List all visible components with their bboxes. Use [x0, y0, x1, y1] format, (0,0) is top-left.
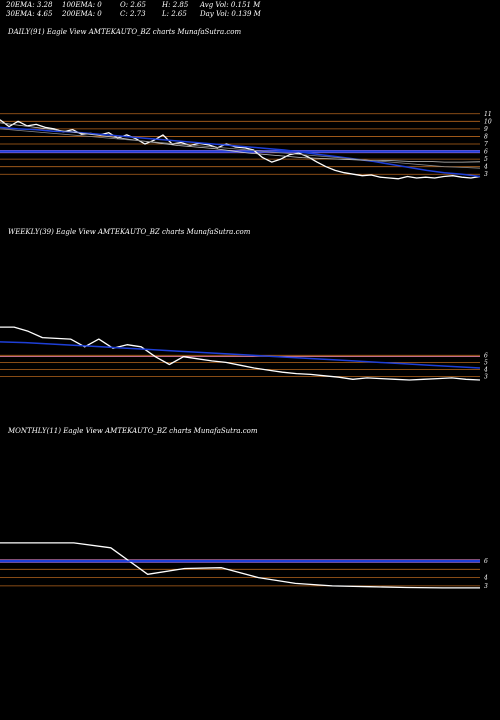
- ema100-readout: 100EMA: 0: [62, 1, 102, 9]
- weekly-ema-series-1: [0, 341, 481, 369]
- avg-vol-readout: Avg Vol: 0.151 M: [200, 1, 261, 9]
- daily-ytick-label: 4: [483, 164, 488, 171]
- monthly-ytick-label: 4: [483, 575, 488, 582]
- daily-ema-series-3: [0, 128, 481, 169]
- weekly-panel-title: WEEKLY(39) Eagle View AMTEKAUTO_BZ chart…: [8, 228, 251, 236]
- daily-ytick-label: 10: [484, 118, 492, 125]
- daily-ytick-label: 5: [484, 156, 488, 163]
- low-readout: L: 2.65: [162, 10, 187, 18]
- daily-ytick-label: 7: [484, 141, 488, 148]
- monthly-price-series-0: [0, 542, 480, 589]
- monthly-ytick-label: 6: [484, 558, 488, 565]
- weekly-ytick-label: 4: [483, 366, 488, 373]
- high-readout: H: 2.85: [162, 1, 189, 9]
- daily-ytick-label: 8: [484, 133, 488, 140]
- daily-ema-series-2: [0, 122, 481, 163]
- close-readout: C: 2.73: [120, 10, 146, 18]
- ema30-readout: 30EMA: 4.65: [6, 10, 53, 18]
- daily-ytick-label: 6: [484, 149, 488, 156]
- open-readout: O: 2.65: [120, 1, 146, 9]
- monthly-panel-title: MONTHLY(11) Eagle View AMTEKAUTO_BZ char…: [8, 427, 258, 435]
- weekly-ytick-label: 5: [484, 359, 488, 366]
- daily-ytick-label: 3: [484, 171, 488, 178]
- ema20-readout: 20EMA: 3.28: [6, 1, 53, 9]
- weekly-ytick-label: 3: [484, 373, 488, 380]
- weekly-ytick-label: 6: [484, 352, 488, 359]
- monthly-ytick-label: 3: [484, 583, 488, 590]
- daily-ytick-label: 9: [484, 126, 488, 133]
- daily-panel-title: DAILY(91) Eagle View AMTEKAUTO_BZ charts…: [8, 28, 242, 36]
- weekly-price-series-0: [0, 326, 481, 381]
- ema200-readout: 200EMA: 0: [62, 10, 102, 18]
- day-vol-readout: Day Vol: 0.139 M: [200, 10, 261, 18]
- daily-ytick-label: 11: [484, 111, 492, 118]
